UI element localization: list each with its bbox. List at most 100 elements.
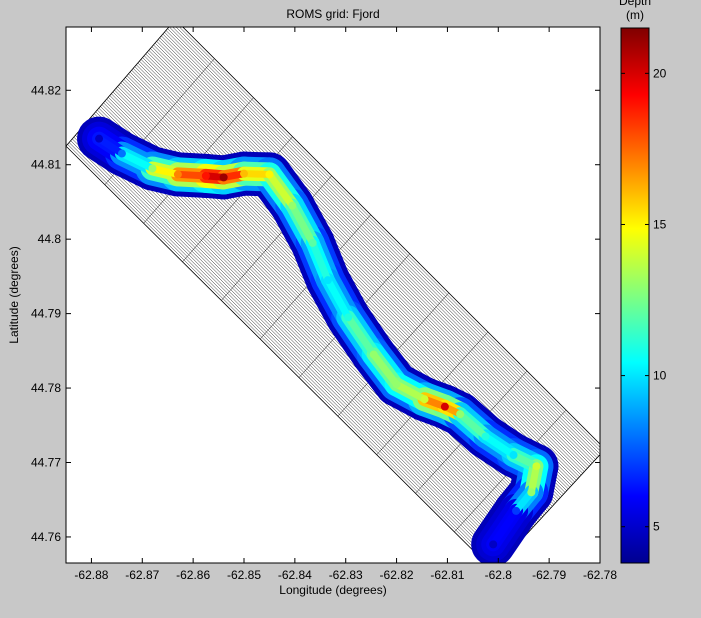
fjord-band — [288, 202, 317, 247]
plot-frame — [65, 26, 601, 564]
fjord-band — [324, 276, 352, 321]
depth-point — [509, 451, 518, 460]
grid-line — [161, 35, 591, 465]
grid-line — [79, 129, 508, 556]
x-tick-label: -62.78 — [583, 568, 617, 582]
depth-point — [512, 506, 521, 515]
depth-point — [369, 350, 378, 359]
colorbar-gradient — [621, 28, 649, 563]
depth-point — [148, 164, 157, 173]
fjord-band — [370, 351, 401, 388]
depth-point — [440, 402, 449, 411]
grid-line — [154, 42, 585, 472]
fjord-depth-field — [77, 116, 559, 563]
y-tick-label: 44.78 — [31, 381, 61, 395]
grid-line — [179, 27, 600, 448]
grid-line — [221, 175, 332, 301]
grid-line — [66, 145, 487, 563]
x-tick-label: -62.84 — [278, 568, 312, 582]
fjord-band — [148, 164, 182, 178]
colorbar: Depth (m) 5 10 15 20 — [619, 0, 667, 564]
chart-title: ROMS grid: Fjord — [286, 7, 379, 21]
x-axis-ticks: -62.88 -62.87 -62.86 -62.85 -62.84 -62.83 -62.… — [74, 27, 617, 582]
grid-line — [145, 53, 575, 483]
x-tick-label: -62.79 — [532, 568, 566, 582]
fjord-band — [344, 313, 378, 359]
y-tick-label: 44.79 — [31, 307, 61, 321]
grid-line — [167, 28, 598, 458]
depth-point — [219, 173, 228, 182]
colorbar-tick-label: 20 — [653, 66, 667, 80]
fjord-band — [527, 462, 540, 496]
x-tick-label: -62.83 — [329, 568, 363, 582]
fjord-band — [265, 170, 296, 210]
plot-content — [66, 27, 600, 563]
grid-line — [168, 27, 599, 457]
depth-point — [481, 432, 490, 441]
grid-line — [143, 55, 574, 484]
grid-line — [148, 50, 579, 479]
x-axis-label: Longitude (degrees) — [279, 583, 386, 597]
grid-line — [73, 136, 502, 562]
grid-line — [67, 144, 490, 563]
y-tick-label: 44.8 — [38, 232, 62, 246]
fjord-band — [482, 432, 518, 459]
depth-point — [456, 410, 465, 419]
grid-line — [70, 140, 497, 563]
depth-point — [308, 238, 317, 247]
grid-line — [68, 142, 493, 563]
fjord-band — [95, 135, 126, 158]
fjord-band — [309, 239, 332, 284]
fjord-band — [510, 451, 540, 470]
grid-line — [75, 135, 503, 561]
colorbar-label: Depth (m) — [619, 0, 651, 22]
depth-point — [201, 171, 210, 180]
x-tick-label: -62.81 — [430, 568, 464, 582]
grid-line — [81, 127, 510, 554]
colorbar-frame — [620, 27, 650, 564]
grid-line — [140, 59, 571, 488]
x-tick-label: -62.8 — [485, 568, 513, 582]
colorbar-tick-label: 5 — [653, 520, 660, 534]
y-tick-label: 44.77 — [31, 456, 61, 470]
grid-line — [158, 39, 588, 469]
depth-point — [489, 540, 498, 549]
grid-line — [162, 33, 593, 464]
grid-line — [165, 30, 596, 460]
colorbar-label-line: (m) — [626, 8, 644, 22]
y-tick-label: 44.82 — [31, 83, 61, 97]
fjord-band — [393, 380, 429, 403]
grid-line — [84, 124, 513, 550]
x-tick-label: -62.88 — [74, 568, 108, 582]
x-tick-label: -62.87 — [125, 568, 159, 582]
fjord-band — [240, 170, 273, 178]
grid-line — [142, 57, 572, 486]
grid-line — [150, 48, 580, 477]
colorbar-label-line: Depth — [619, 0, 651, 8]
x-tick-label: -62.82 — [380, 568, 414, 582]
x-tick-label: -62.85 — [227, 568, 261, 582]
y-axis-ticks: 44.76 44.77 44.78 44.79 44.8 44.81 44.82 — [31, 83, 600, 544]
grid-line — [78, 131, 507, 557]
depth-point — [173, 170, 182, 179]
grid-line — [164, 32, 595, 462]
colorbar-tick-label: 10 — [653, 369, 667, 383]
grid-line — [153, 44, 583, 474]
fjord-band — [174, 170, 210, 180]
depth-point — [527, 488, 536, 497]
grid-line — [147, 51, 577, 481]
grid-line — [172, 27, 600, 455]
depth-point — [265, 170, 274, 179]
depth-point — [344, 313, 353, 322]
y-axis-label: Latitude (degrees) — [7, 246, 21, 343]
colorbar-tick-label: 15 — [653, 217, 667, 231]
depth-point — [532, 462, 541, 471]
depth-point — [117, 149, 126, 158]
grid-line — [182, 27, 600, 445]
fjord-band — [489, 507, 520, 548]
colorbar-ticks: 5 10 15 20 — [621, 66, 667, 534]
grid-line — [72, 138, 500, 563]
depth-point — [288, 201, 297, 210]
fjord-band — [456, 410, 490, 440]
